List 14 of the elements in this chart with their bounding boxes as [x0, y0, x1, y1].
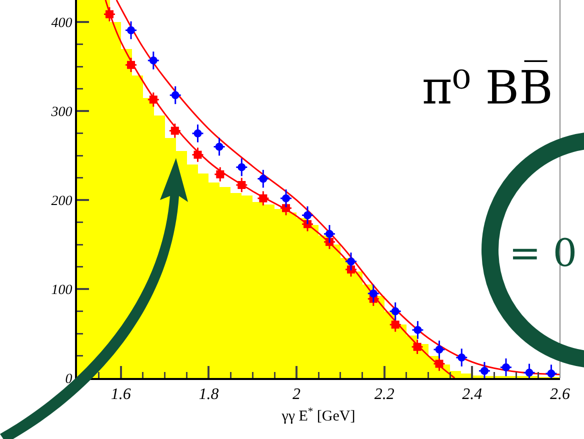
- annotation: π⁰ BB̅: [422, 60, 553, 114]
- y-tick-label: 300: [50, 105, 72, 120]
- x-tick-label: 1.8: [198, 386, 219, 404]
- x-tick-label: 2.4: [462, 386, 482, 404]
- x-axis-title: γγ E$^{*}$ [GeV]: [280, 406, 356, 425]
- y-tick-label: 400: [51, 16, 72, 32]
- y-tick-label: 200: [51, 194, 72, 210]
- x-tick-label: 2: [292, 386, 301, 404]
- y-tick-label: 0: [65, 372, 72, 387]
- x-tick-label: 2.2: [374, 386, 394, 404]
- annotation: = 0: [509, 231, 578, 275]
- x-tick-label: 1.6: [110, 386, 131, 404]
- x-tick-label: 2.6: [550, 386, 570, 404]
- y-tick-label: 100: [51, 282, 72, 298]
